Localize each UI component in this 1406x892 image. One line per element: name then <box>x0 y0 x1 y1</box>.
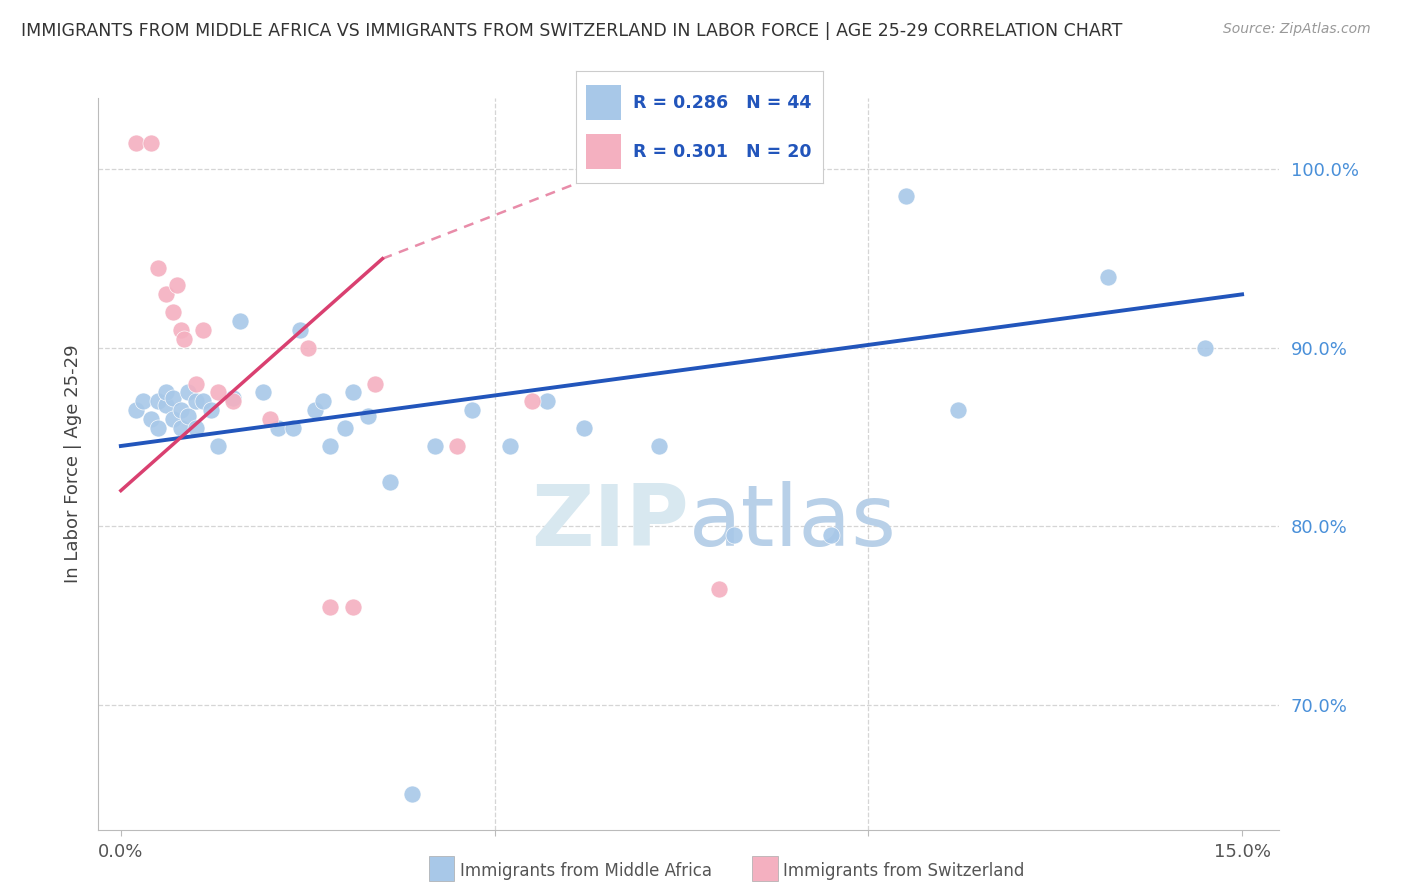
Point <box>229 314 252 328</box>
Point <box>207 439 229 453</box>
Point <box>177 385 200 400</box>
Point <box>946 403 969 417</box>
Point <box>423 439 446 453</box>
Point <box>148 260 170 275</box>
Point <box>169 403 191 417</box>
Point <box>139 412 162 426</box>
Point <box>304 403 326 417</box>
Point <box>342 599 364 614</box>
Point <box>222 391 245 405</box>
Point <box>333 421 356 435</box>
Point <box>169 323 191 337</box>
Point <box>319 599 342 614</box>
Point <box>184 421 207 435</box>
Text: Immigrants from Middle Africa: Immigrants from Middle Africa <box>460 862 711 880</box>
Point <box>139 136 162 150</box>
Point <box>155 398 177 412</box>
Text: R = 0.301   N = 20: R = 0.301 N = 20 <box>633 143 811 161</box>
Point <box>155 385 177 400</box>
Point <box>290 323 312 337</box>
Point <box>820 528 842 542</box>
Text: R = 0.286   N = 44: R = 0.286 N = 44 <box>633 94 811 112</box>
Point <box>461 403 484 417</box>
Point <box>648 439 671 453</box>
Point <box>162 412 184 426</box>
Text: atlas: atlas <box>689 481 897 564</box>
Point <box>173 332 195 346</box>
Point <box>574 421 596 435</box>
Point <box>155 287 177 301</box>
Point <box>446 439 468 453</box>
Point <box>356 409 378 423</box>
Point <box>259 412 281 426</box>
Point <box>125 136 148 150</box>
Point <box>148 421 170 435</box>
Point <box>125 403 148 417</box>
Point <box>498 439 520 453</box>
Text: IMMIGRANTS FROM MIDDLE AFRICA VS IMMIGRANTS FROM SWITZERLAND IN LABOR FORCE | AG: IMMIGRANTS FROM MIDDLE AFRICA VS IMMIGRA… <box>21 22 1122 40</box>
Point <box>166 278 188 293</box>
Point <box>281 421 304 435</box>
Point <box>162 305 184 319</box>
Bar <box>586 85 620 120</box>
Text: Immigrants from Switzerland: Immigrants from Switzerland <box>783 862 1025 880</box>
Point <box>1194 341 1216 355</box>
Point <box>267 421 290 435</box>
Point <box>177 409 200 423</box>
Bar <box>586 134 620 169</box>
Point <box>191 323 214 337</box>
Point <box>184 376 207 391</box>
Point <box>252 385 274 400</box>
Point <box>364 376 387 391</box>
Point <box>162 391 184 405</box>
Point <box>520 394 543 409</box>
Point <box>894 189 917 203</box>
Y-axis label: In Labor Force | Age 25-29: In Labor Force | Age 25-29 <box>63 344 82 583</box>
Point <box>311 394 333 409</box>
Point <box>148 394 170 409</box>
Point <box>297 341 319 355</box>
Point <box>207 385 229 400</box>
Point <box>723 528 745 542</box>
Point <box>191 394 214 409</box>
Point <box>378 475 401 489</box>
Point <box>401 787 423 801</box>
Point <box>169 421 191 435</box>
Text: Source: ZipAtlas.com: Source: ZipAtlas.com <box>1223 22 1371 37</box>
Text: ZIP: ZIP <box>531 481 689 564</box>
Point <box>184 394 207 409</box>
Point <box>222 394 245 409</box>
Point <box>319 439 342 453</box>
Point <box>200 403 222 417</box>
Point <box>342 385 364 400</box>
Point <box>132 394 155 409</box>
Point <box>536 394 558 409</box>
Point <box>1097 269 1119 284</box>
Point <box>707 582 730 596</box>
